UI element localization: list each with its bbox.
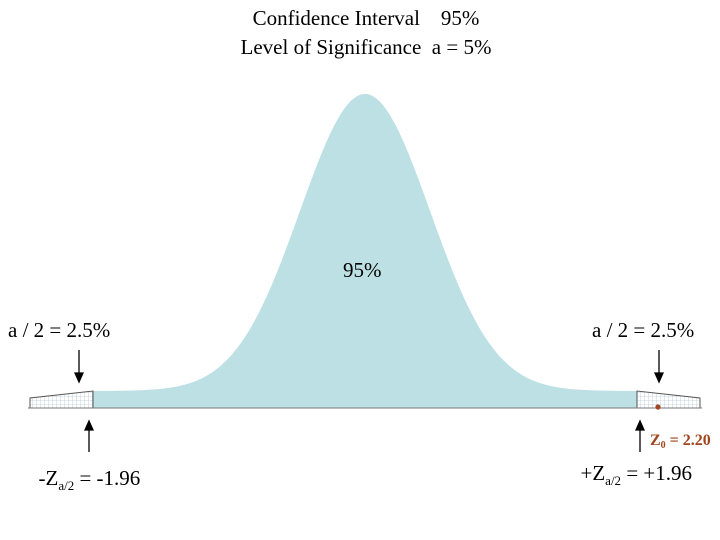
right-critical-value: = +1.96 xyxy=(621,461,692,485)
right-tail-arrow xyxy=(653,350,665,384)
diagram-title: Confidence Interval 95% Level of Signifi… xyxy=(0,4,720,62)
right-critical-value-label: +Za/2 = +1.96 xyxy=(570,436,693,489)
title-line-confidence: Confidence Interval 95% xyxy=(252,6,480,30)
left-critical-value-label: -Za/2 = -1.96 xyxy=(28,441,141,494)
right-critical-subscript: a/2 xyxy=(605,473,622,488)
left-critical-subscript: a/2 xyxy=(58,478,75,493)
acceptance-region-label: 95% xyxy=(343,258,382,282)
test-statistic-subscript: 0 xyxy=(660,440,666,451)
left-critical-symbol: -Z xyxy=(38,466,59,490)
title-line-significance: Level of Significance a = 5% xyxy=(240,35,492,59)
left-tail-arrow xyxy=(73,350,85,384)
test-statistic-label: Z0 = 2.20 xyxy=(642,414,711,451)
test-statistic-marker xyxy=(655,404,661,410)
right-critical-arrow xyxy=(634,419,646,452)
test-statistic-symbol: Z xyxy=(650,432,661,449)
left-rejection-region xyxy=(29,390,94,409)
left-critical-value: = -1.96 xyxy=(74,466,141,490)
right-tail-label: a / 2 = 2.5% xyxy=(592,318,695,342)
left-tail-label: a / 2 = 2.5% xyxy=(8,318,111,342)
right-critical-symbol: +Z xyxy=(580,461,606,485)
test-statistic-value: = 2.20 xyxy=(665,432,711,449)
acceptance-region xyxy=(93,94,637,408)
left-critical-arrow xyxy=(83,419,95,452)
right-rejection-region xyxy=(636,390,701,409)
